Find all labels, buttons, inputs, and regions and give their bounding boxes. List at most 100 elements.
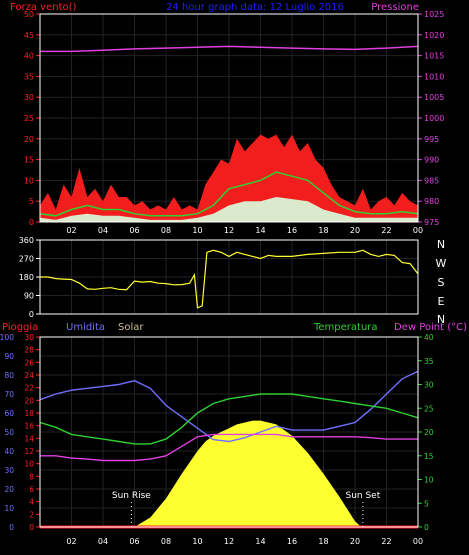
compass-letters: N W S E N [436, 238, 447, 326]
x-tick-label: 06 [129, 537, 139, 546]
x-tick-label: 16 [287, 537, 297, 546]
temperature-tick-label: 25 [424, 404, 434, 413]
direction-frame [39, 239, 419, 315]
temperature-tick-label: 40 [424, 333, 434, 342]
x-tick-label: 06 [129, 226, 139, 235]
rain-tick-label: 28 [24, 346, 34, 355]
series-solar [40, 420, 418, 527]
temperature-tick-label: 10 [424, 476, 434, 485]
rain-tick-label: 8 [29, 472, 34, 481]
rain-tick-label: 4 [29, 498, 34, 507]
humidity-tick-label: 60 [4, 409, 14, 418]
legend-temperature: Temperatura [313, 322, 378, 333]
series-pressure [40, 45, 419, 53]
x-tick-label: 18 [318, 226, 328, 235]
temperature-tick-label: 20 [424, 428, 434, 437]
x-tick-label: 04 [98, 226, 108, 235]
direction-series [40, 249, 419, 309]
x-tick-label: 16 [287, 226, 297, 235]
x-tick-label: 12 [224, 226, 234, 235]
series-humidity [39, 370, 419, 443]
x-tick-label: 20 [350, 226, 360, 235]
series-temperature [39, 393, 419, 445]
sunrise-label: Sun Rise [112, 491, 151, 501]
direction-axis: 0 90 180 270 360 [19, 236, 40, 319]
x-tick-label: 12 [224, 537, 234, 546]
y2-tick-label: 985 [424, 176, 439, 185]
humidity-axis: 0 10 20 30 40 50 60 70 80 90 100 [0, 333, 14, 532]
climate-frame [39, 336, 419, 528]
x-tick-label: 10 [192, 226, 202, 235]
x-tick-label: 08 [161, 537, 171, 546]
compass-letter: S [438, 276, 445, 289]
temperature-tick-label: 30 [424, 381, 434, 390]
y2-tick-label: 975 [424, 218, 439, 227]
y2-tick-label: 1025 [424, 10, 444, 19]
temperature-tick-label: 0 [424, 523, 429, 532]
temperature-axis: 0 5 10 15 20 25 30 35 40 [418, 333, 434, 532]
sun-markers: Sun Rise Sun Set [112, 491, 381, 527]
y-tick-label: 30 [24, 93, 34, 102]
wind-pressure-series [39, 45, 419, 222]
rain-tick-label: 16 [24, 422, 34, 431]
series-wind_min [40, 197, 418, 222]
compass-letter: N [437, 313, 445, 326]
x-tick-label: 00 [413, 226, 423, 235]
temperature-tick-label: 35 [424, 357, 434, 366]
humidity-tick-label: 50 [4, 428, 14, 437]
legend-humidity: Umidita [66, 322, 105, 333]
humidity-tick-label: 100 [0, 333, 14, 342]
rain-tick-label: 2 [29, 510, 34, 519]
x-tick-label: 02 [66, 226, 76, 235]
y2-tick-label: 980 [424, 197, 439, 206]
rain-tick-label: 26 [24, 358, 34, 367]
wind-speed-axis: 0 5 10 15 20 25 30 35 40 45 50 [24, 10, 40, 227]
wind-time-axis: 02 04 06 08 10 12 14 16 18 20 22 00 [66, 226, 423, 235]
rain-tick-label: 20 [24, 396, 34, 405]
y-tick-label: 90 [24, 292, 34, 301]
y-tick-label: 15 [24, 156, 34, 165]
x-tick-label: 14 [255, 226, 265, 235]
humidity-tick-label: 90 [4, 352, 14, 361]
series-wind_max [40, 134, 418, 222]
rain-tick-label: 0 [29, 523, 34, 532]
y-tick-label: 360 [19, 236, 34, 245]
x-tick-label: 00 [413, 537, 423, 546]
y-tick-label: 270 [19, 255, 34, 264]
y-tick-label: 0 [29, 310, 34, 319]
temperature-tick-label: 5 [424, 499, 429, 508]
humidity-tick-label: 30 [4, 466, 14, 475]
rain-tick-label: 24 [24, 371, 34, 380]
temperature-tick-label: 15 [424, 452, 434, 461]
pressure-axis: 975 980 985 990 995 1000 1005 1010 1015 1020 1025 [418, 10, 444, 227]
y2-tick-label: 1015 [424, 52, 444, 61]
x-tick-label: 08 [161, 226, 171, 235]
y-tick-label: 25 [24, 114, 34, 123]
y-tick-label: 50 [24, 10, 34, 19]
legend-solar: Solar [118, 322, 144, 333]
humidity-tick-label: 40 [4, 447, 14, 456]
wind-pressure-frame [39, 13, 419, 223]
humidity-tick-label: 80 [4, 371, 14, 380]
y2-tick-label: 1000 [424, 114, 444, 123]
y-tick-label: 20 [24, 135, 34, 144]
y-tick-label: 40 [24, 52, 34, 61]
page-title: 24 hour graph data: 12 Luglio 2016 [166, 2, 344, 13]
compass-letter: E [438, 295, 445, 308]
series-wind_avg [39, 171, 419, 217]
rain-tick-label: 30 [24, 333, 34, 342]
x-tick-label: 22 [381, 537, 391, 546]
rain-tick-label: 14 [24, 434, 34, 443]
y2-tick-label: 995 [424, 135, 439, 144]
x-tick-label: 10 [192, 537, 202, 546]
rain-tick-label: 12 [24, 447, 34, 456]
y2-tick-label: 1005 [424, 93, 444, 102]
x-tick-label: 18 [318, 537, 328, 546]
y2-tick-label: 990 [424, 156, 439, 165]
climate-time-axis: 02 04 06 08 10 12 14 16 18 20 22 00 [66, 537, 423, 546]
x-tick-label: 20 [350, 537, 360, 546]
